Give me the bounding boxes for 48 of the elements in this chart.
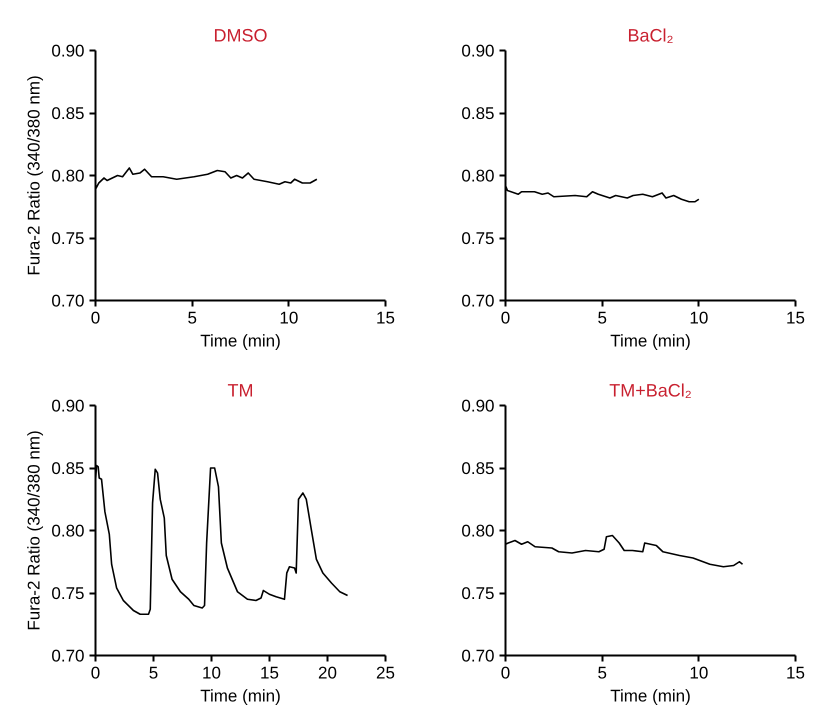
- chart-title: DMSO: [214, 26, 268, 46]
- y-axis-title: Fura-2 Ratio (340/380 nm): [24, 75, 44, 276]
- x-tick-label: 10: [689, 308, 708, 328]
- y-tick-label: 0.75: [51, 229, 85, 248]
- x-tick-label: 5: [148, 664, 158, 682]
- x-tick-label: 0: [90, 308, 100, 328]
- y-tick-label: 0.75: [461, 584, 495, 603]
- chart-title: TM+BaCl₂: [609, 380, 692, 400]
- y-tick-label: 0.70: [51, 646, 85, 666]
- y-tick-label: 0.75: [51, 584, 85, 603]
- x-tick-label: 0: [500, 664, 510, 682]
- x-tick-label: 25: [376, 664, 395, 682]
- y-tick-label: 0.70: [51, 292, 85, 310]
- x-tick-label: 0: [90, 664, 100, 682]
- x-tick-label: 5: [597, 308, 607, 328]
- y-tick-label: 0.70: [461, 292, 495, 310]
- y-tick-label: 0.85: [461, 104, 495, 123]
- x-tick-label: 15: [260, 664, 279, 682]
- y-tick-label: 0.85: [461, 459, 495, 478]
- x-tick-label: 5: [187, 308, 197, 328]
- x-tick-label: 15: [376, 308, 395, 328]
- y-tick-label: 0.80: [461, 166, 495, 186]
- y-tick-label: 0.70: [461, 646, 495, 666]
- y-axis-title: Fura-2 Ratio (340/380 nm): [24, 430, 44, 631]
- x-axis-title: Time (min): [200, 332, 281, 350]
- y-tick-label: 0.85: [51, 104, 85, 123]
- chart-title: BaCl₂: [628, 26, 674, 46]
- x-tick-label: 10: [689, 664, 708, 682]
- y-tick-label: 0.80: [51, 522, 85, 540]
- x-axis-title: Time (min): [200, 686, 281, 706]
- y-tick-label: 0.90: [51, 396, 85, 416]
- y-tick-label: 0.90: [461, 396, 495, 416]
- x-tick-label: 0: [500, 308, 510, 328]
- x-tick-label: 15: [786, 308, 805, 328]
- x-tick-label: 20: [318, 664, 337, 682]
- y-tick-label: 0.90: [461, 42, 495, 60]
- y-tick-label: 0.75: [461, 229, 495, 248]
- y-tick-label: 0.85: [51, 459, 85, 478]
- y-tick-label: 0.90: [51, 42, 85, 60]
- x-tick-label: 10: [279, 308, 298, 328]
- x-tick-label: 5: [597, 664, 607, 682]
- x-axis-title: Time (min): [610, 332, 691, 350]
- x-tick-label: 15: [786, 664, 805, 682]
- y-tick-label: 0.80: [461, 522, 495, 540]
- x-tick-label: 10: [202, 664, 221, 682]
- y-tick-label: 0.80: [51, 166, 85, 186]
- x-axis-title: Time (min): [610, 686, 691, 706]
- chart-title: TM: [228, 380, 254, 400]
